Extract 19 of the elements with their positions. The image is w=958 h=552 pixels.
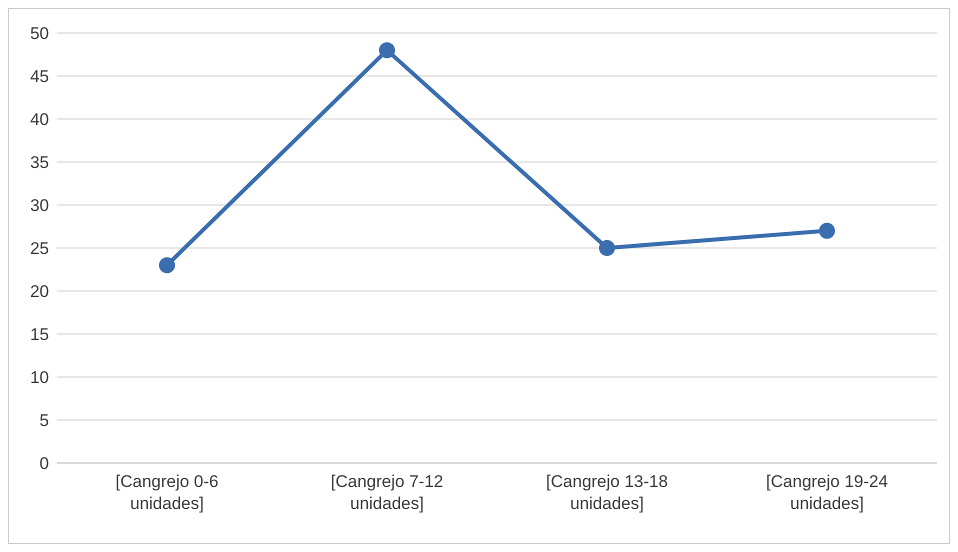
y-tick-label: 40 bbox=[30, 110, 49, 130]
y-tick-label: 50 bbox=[30, 24, 49, 44]
y-tick-label: 0 bbox=[40, 454, 49, 474]
y-tick-label: 45 bbox=[30, 67, 49, 86]
point bbox=[599, 240, 615, 256]
y-tick-label: 20 bbox=[30, 282, 49, 302]
y-tick-label: 5 bbox=[40, 411, 49, 430]
point bbox=[819, 222, 835, 239]
y-tick-label: 35 bbox=[30, 153, 49, 172]
y-tick-label: 30 bbox=[30, 196, 49, 216]
x-tick-label: [Cangrejo 0-6 unidades] bbox=[115, 472, 219, 513]
x-tick-label: [Cangrejo 19-24 unidades] bbox=[766, 472, 888, 513]
point bbox=[379, 42, 395, 58]
x-tick-label: [Cangrejo 13-18 unidades] bbox=[546, 472, 668, 513]
y-tick-label: 25 bbox=[30, 239, 49, 258]
y-tick-label: 15 bbox=[30, 325, 49, 344]
y-tick-label: 10 bbox=[30, 368, 49, 388]
x-tick-label: [Cangrejo 7-12 unidades] bbox=[330, 472, 444, 513]
point bbox=[159, 257, 175, 274]
